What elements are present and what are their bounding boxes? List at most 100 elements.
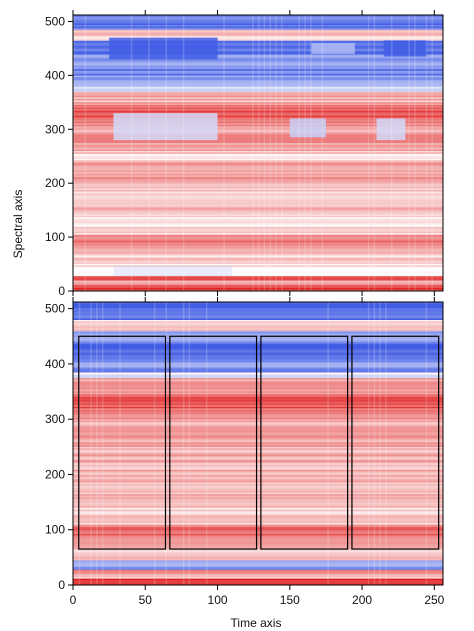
- heatmap-band: [73, 581, 443, 584]
- heatmap-band: [73, 178, 443, 181]
- heatmap-band: [73, 15, 443, 17]
- heatmap-band: [73, 500, 443, 503]
- heatmap-band: [73, 573, 443, 576]
- heatmap-band: [73, 122, 443, 125]
- segment-box-4: [351, 335, 440, 550]
- heatmap-band: [73, 316, 443, 319]
- texture-streak: [304, 15, 306, 291]
- heatmap-band: [73, 183, 443, 186]
- heatmap-band: [73, 459, 443, 462]
- heatmap-band: [73, 175, 443, 178]
- heatmap-band: [73, 449, 443, 452]
- y-tick-label: 100: [45, 230, 65, 244]
- heatmap-band: [73, 52, 443, 55]
- heatmap-band: [73, 462, 443, 465]
- texture-streak: [96, 302, 98, 585]
- heatmap-band: [73, 171, 443, 174]
- heatmap-band: [73, 151, 443, 154]
- heatmap-band: [73, 219, 443, 222]
- heatmap-band: [73, 250, 443, 252]
- heatmap-band: [73, 368, 443, 371]
- heatmap-band: [73, 221, 443, 224]
- heatmap-band: [73, 32, 443, 35]
- heatmap-band: [73, 372, 443, 374]
- heatmap-band: [73, 284, 443, 287]
- heatmap-band: [73, 234, 443, 236]
- heatmap-band: [73, 116, 443, 119]
- heatmap-band: [73, 227, 443, 230]
- heatmap-band: [73, 124, 443, 127]
- heatmap-band: [73, 355, 443, 358]
- heatmap-band: [73, 421, 443, 424]
- heatmap-band: [73, 19, 443, 22]
- texture-streak: [275, 15, 277, 291]
- heatmap-band: [73, 519, 443, 522]
- heatmap-band: [73, 522, 443, 525]
- heatmap-band: [73, 441, 443, 444]
- heatmap-band: [73, 575, 443, 578]
- heatmap-band: [73, 88, 443, 91]
- heatmap-band: [73, 399, 443, 402]
- texture-streak: [367, 15, 370, 291]
- heatmap-band: [73, 446, 443, 449]
- heatmap-band: [73, 65, 443, 68]
- heatmap-band: [73, 569, 443, 571]
- heatmap-band: [73, 555, 443, 558]
- heatmap-band: [73, 100, 443, 103]
- texture-streak: [310, 15, 312, 291]
- heatmap-band: [73, 346, 443, 349]
- heatmap-band: [73, 210, 443, 213]
- heatmap-band: [73, 570, 443, 573]
- heatmap-band: [73, 517, 443, 520]
- heatmap-band: [73, 544, 443, 547]
- heatmap-band: [73, 248, 443, 251]
- heatmap-band: [73, 438, 443, 441]
- heatmap-band: [73, 520, 443, 523]
- heatmap-band: [73, 561, 443, 564]
- heatmap-band: [73, 282, 443, 285]
- heatmap-band: [73, 428, 443, 431]
- heatmap-band: [73, 530, 443, 533]
- heatmap-band: [73, 447, 443, 450]
- texture-streak: [205, 302, 208, 585]
- heatmap-band: [73, 480, 443, 483]
- heatmap-band: [73, 165, 443, 168]
- heatmap-band: [73, 89, 443, 92]
- heatmap-band: [73, 131, 443, 134]
- heatmap-band: [73, 560, 443, 562]
- heatmap-band: [73, 237, 443, 240]
- heatmap-band: [73, 47, 443, 50]
- heatmap-band: [73, 409, 443, 412]
- heatmap-band: [73, 505, 443, 508]
- texture-streak: [148, 15, 150, 291]
- heatmap-band: [73, 197, 443, 200]
- heatmap-band: [73, 464, 443, 467]
- heatmap-band: [73, 184, 443, 187]
- heatmap-band: [73, 191, 443, 194]
- heatmap-band: [73, 556, 443, 559]
- heatmap-band: [73, 72, 443, 75]
- heatmap-band: [73, 82, 443, 85]
- heatmap-band: [73, 129, 443, 132]
- heatmap-band: [73, 199, 443, 202]
- heatmap-band: [73, 235, 443, 238]
- heatmap-band: [73, 202, 443, 205]
- heatmap-band: [73, 351, 443, 354]
- heatmap-band: [73, 363, 443, 366]
- texture-streak: [90, 302, 92, 585]
- heatmap-band: [73, 35, 443, 38]
- heatmap-band: [73, 472, 443, 475]
- heatmap-band: [73, 550, 443, 553]
- heatmap-band: [73, 360, 443, 363]
- heatmap-band: [73, 401, 443, 404]
- heatmap-band: [73, 454, 443, 457]
- heatmap-band: [73, 558, 443, 561]
- heatmap-band: [73, 40, 443, 43]
- heatmap-band: [73, 379, 443, 382]
- heatmap-band: [73, 280, 443, 282]
- heatmap-band: [73, 192, 443, 195]
- heatmap-band: [73, 549, 443, 551]
- heatmap-band: [73, 502, 443, 503]
- heatmap-band: [73, 145, 443, 148]
- heatmap-band: [73, 167, 443, 169]
